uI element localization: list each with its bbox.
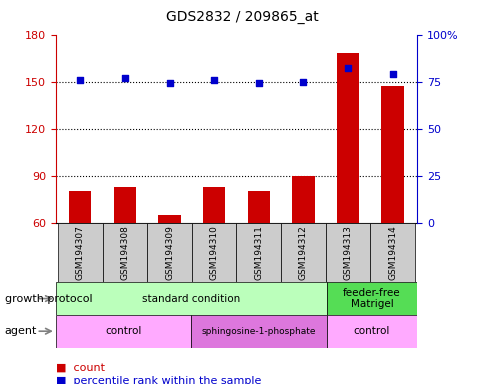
FancyBboxPatch shape <box>192 223 236 282</box>
Bar <box>247 191 269 317</box>
Point <box>254 80 262 86</box>
FancyBboxPatch shape <box>280 223 325 282</box>
FancyBboxPatch shape <box>147 223 192 282</box>
Text: control: control <box>105 326 141 336</box>
Text: ■  percentile rank within the sample: ■ percentile rank within the sample <box>56 376 260 384</box>
FancyBboxPatch shape <box>236 223 280 282</box>
FancyBboxPatch shape <box>103 223 147 282</box>
Text: GSM194311: GSM194311 <box>254 225 263 280</box>
Point <box>299 79 306 85</box>
FancyBboxPatch shape <box>326 282 416 315</box>
Point <box>121 75 129 81</box>
Point <box>166 80 173 86</box>
Text: GSM194307: GSM194307 <box>76 225 85 280</box>
Text: GSM194314: GSM194314 <box>387 225 396 280</box>
FancyBboxPatch shape <box>58 223 103 282</box>
Text: GSM194313: GSM194313 <box>343 225 352 280</box>
Text: control: control <box>353 326 389 336</box>
Text: GDS2832 / 209865_at: GDS2832 / 209865_at <box>166 10 318 23</box>
Bar <box>158 215 181 317</box>
FancyBboxPatch shape <box>56 282 326 315</box>
Point <box>343 65 351 71</box>
Bar <box>69 191 91 317</box>
FancyBboxPatch shape <box>325 223 369 282</box>
Point <box>388 71 395 77</box>
Point <box>210 77 218 83</box>
Text: ■  count: ■ count <box>56 363 105 373</box>
FancyBboxPatch shape <box>56 315 191 348</box>
Text: growth protocol: growth protocol <box>5 293 92 304</box>
Text: sphingosine-1-phosphate: sphingosine-1-phosphate <box>201 327 316 336</box>
Bar <box>114 187 136 317</box>
Text: standard condition: standard condition <box>142 293 240 304</box>
Text: GSM194310: GSM194310 <box>209 225 218 280</box>
Bar <box>203 187 225 317</box>
Text: feeder-free
Matrigel: feeder-free Matrigel <box>342 288 400 310</box>
Bar <box>291 176 314 317</box>
Bar <box>336 53 358 317</box>
Bar <box>380 86 403 317</box>
FancyBboxPatch shape <box>326 315 416 348</box>
Text: GSM194312: GSM194312 <box>298 225 307 280</box>
FancyBboxPatch shape <box>191 315 326 348</box>
FancyBboxPatch shape <box>369 223 414 282</box>
Point <box>76 77 84 83</box>
Text: GSM194309: GSM194309 <box>165 225 174 280</box>
Text: agent: agent <box>5 326 37 336</box>
Text: GSM194308: GSM194308 <box>120 225 129 280</box>
